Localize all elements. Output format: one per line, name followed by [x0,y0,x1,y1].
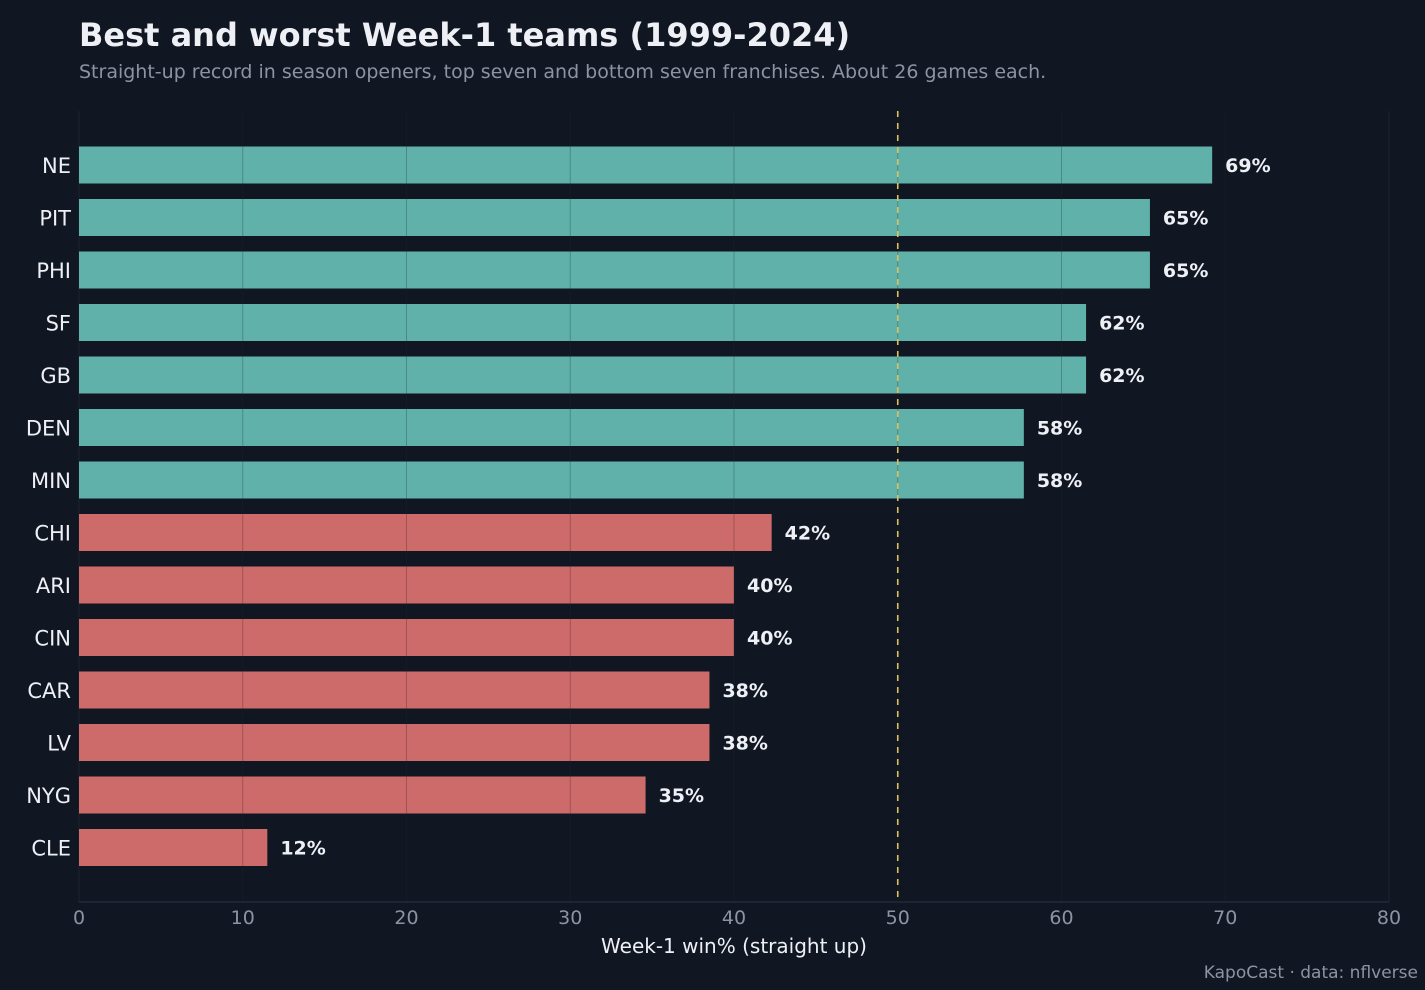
source-credit: KapoCast · data: nflverse [1203,963,1418,983]
bar-pit [79,199,1150,236]
value-label: 40% [747,575,792,597]
value-label: 38% [722,680,767,702]
category-label: PIT [39,207,71,231]
category-label: CHI [34,522,71,546]
x-tick-label: 80 [1377,907,1401,929]
value-label: 35% [659,785,704,807]
category-label: PHI [36,259,71,283]
x-tick-label: 20 [394,907,418,929]
x-axis-label: Week-1 win% (straight up) [601,934,867,958]
bar-lv [79,724,710,761]
x-tick-label: 10 [231,907,255,929]
value-label: 65% [1163,260,1208,282]
category-label: CAR [27,679,71,703]
category-label: GB [40,364,71,388]
value-label: 42% [785,523,830,545]
bar-min [79,461,1024,499]
category-label: CLE [31,837,71,861]
value-label: 69% [1225,155,1270,177]
bar-phi [79,251,1150,289]
value-label: 65% [1163,208,1208,230]
value-label: 40% [747,628,792,650]
value-label: 62% [1099,365,1144,387]
category-label: MIN [31,469,71,493]
bar-chi [79,514,772,551]
value-label: 58% [1037,418,1082,440]
value-label: 12% [280,838,325,860]
bar-nyg [79,776,646,814]
category-label: NYG [26,784,71,808]
category-label: ARI [36,574,71,598]
category-label: NE [42,154,71,178]
chart-subtitle: Straight-up record in season openers, to… [79,61,1047,83]
x-tick-label: 30 [558,907,582,929]
chart-title: Best and worst Week-1 teams (1999-2024) [79,16,851,54]
category-label: SF [46,312,71,336]
x-tick-label: 0 [73,907,85,929]
category-label: CIN [34,627,71,651]
value-label: 58% [1037,470,1082,492]
bar-car [79,671,710,709]
bar-sf [79,304,1087,341]
bar-ne [79,146,1213,184]
x-tick-label: 40 [722,907,746,929]
value-label: 38% [722,733,767,755]
bar-cin [79,619,734,656]
x-tick-label: 70 [1213,907,1237,929]
bar-ari [79,566,734,604]
value-label: 62% [1099,313,1144,335]
bar-gb [79,356,1087,394]
x-tick-label: 50 [886,907,910,929]
x-tick-label: 60 [1049,907,1073,929]
category-label: DEN [26,417,71,441]
bar-den [79,409,1024,446]
bar-cle [79,829,268,866]
category-label: LV [47,732,71,756]
